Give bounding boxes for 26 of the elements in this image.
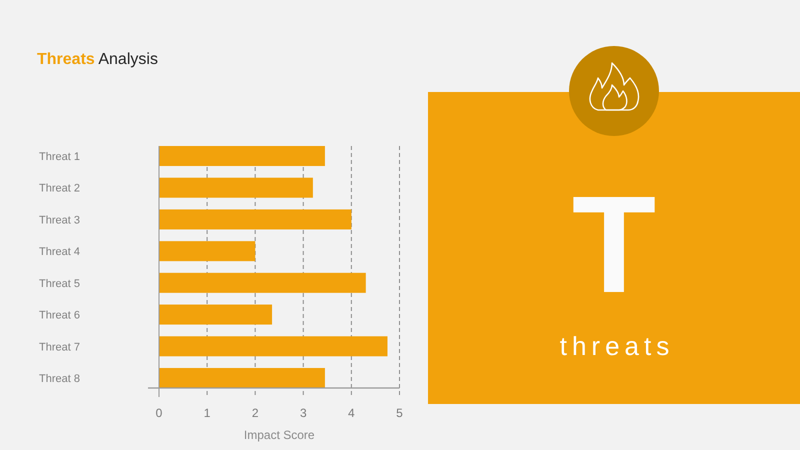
x-axis-title: Impact Score bbox=[244, 428, 315, 442]
y-tick-label: Threat 7 bbox=[39, 341, 80, 354]
y-tick-label: Threat 4 bbox=[39, 246, 80, 258]
y-tick-label: Threat 1 bbox=[39, 151, 80, 164]
x-tick-label: 4 bbox=[348, 406, 356, 420]
bar bbox=[159, 209, 352, 230]
bar bbox=[159, 178, 313, 198]
x-tick-label: 2 bbox=[252, 406, 259, 420]
chart-title: Threats Analysis bbox=[37, 51, 158, 68]
bar bbox=[159, 336, 388, 356]
bar bbox=[159, 272, 366, 293]
y-tick-label: Threat 5 bbox=[39, 278, 80, 290]
bar bbox=[159, 304, 272, 325]
bar bbox=[159, 241, 256, 262]
x-tick-label: 3 bbox=[300, 406, 307, 420]
y-tick-label: Threat 2 bbox=[39, 182, 80, 195]
x-tick-label: 1 bbox=[204, 406, 211, 420]
y-tick-label: Threat 8 bbox=[39, 372, 80, 385]
bar bbox=[159, 146, 325, 166]
text: T bbox=[572, 168, 656, 322]
y-tick-label: Threat 3 bbox=[39, 214, 80, 226]
bar bbox=[159, 368, 325, 388]
text: threats bbox=[560, 331, 674, 361]
y-tick-label: Threat 6 bbox=[39, 310, 80, 322]
x-tick-label: 0 bbox=[156, 406, 163, 420]
x-tick-label: 5 bbox=[396, 406, 404, 420]
